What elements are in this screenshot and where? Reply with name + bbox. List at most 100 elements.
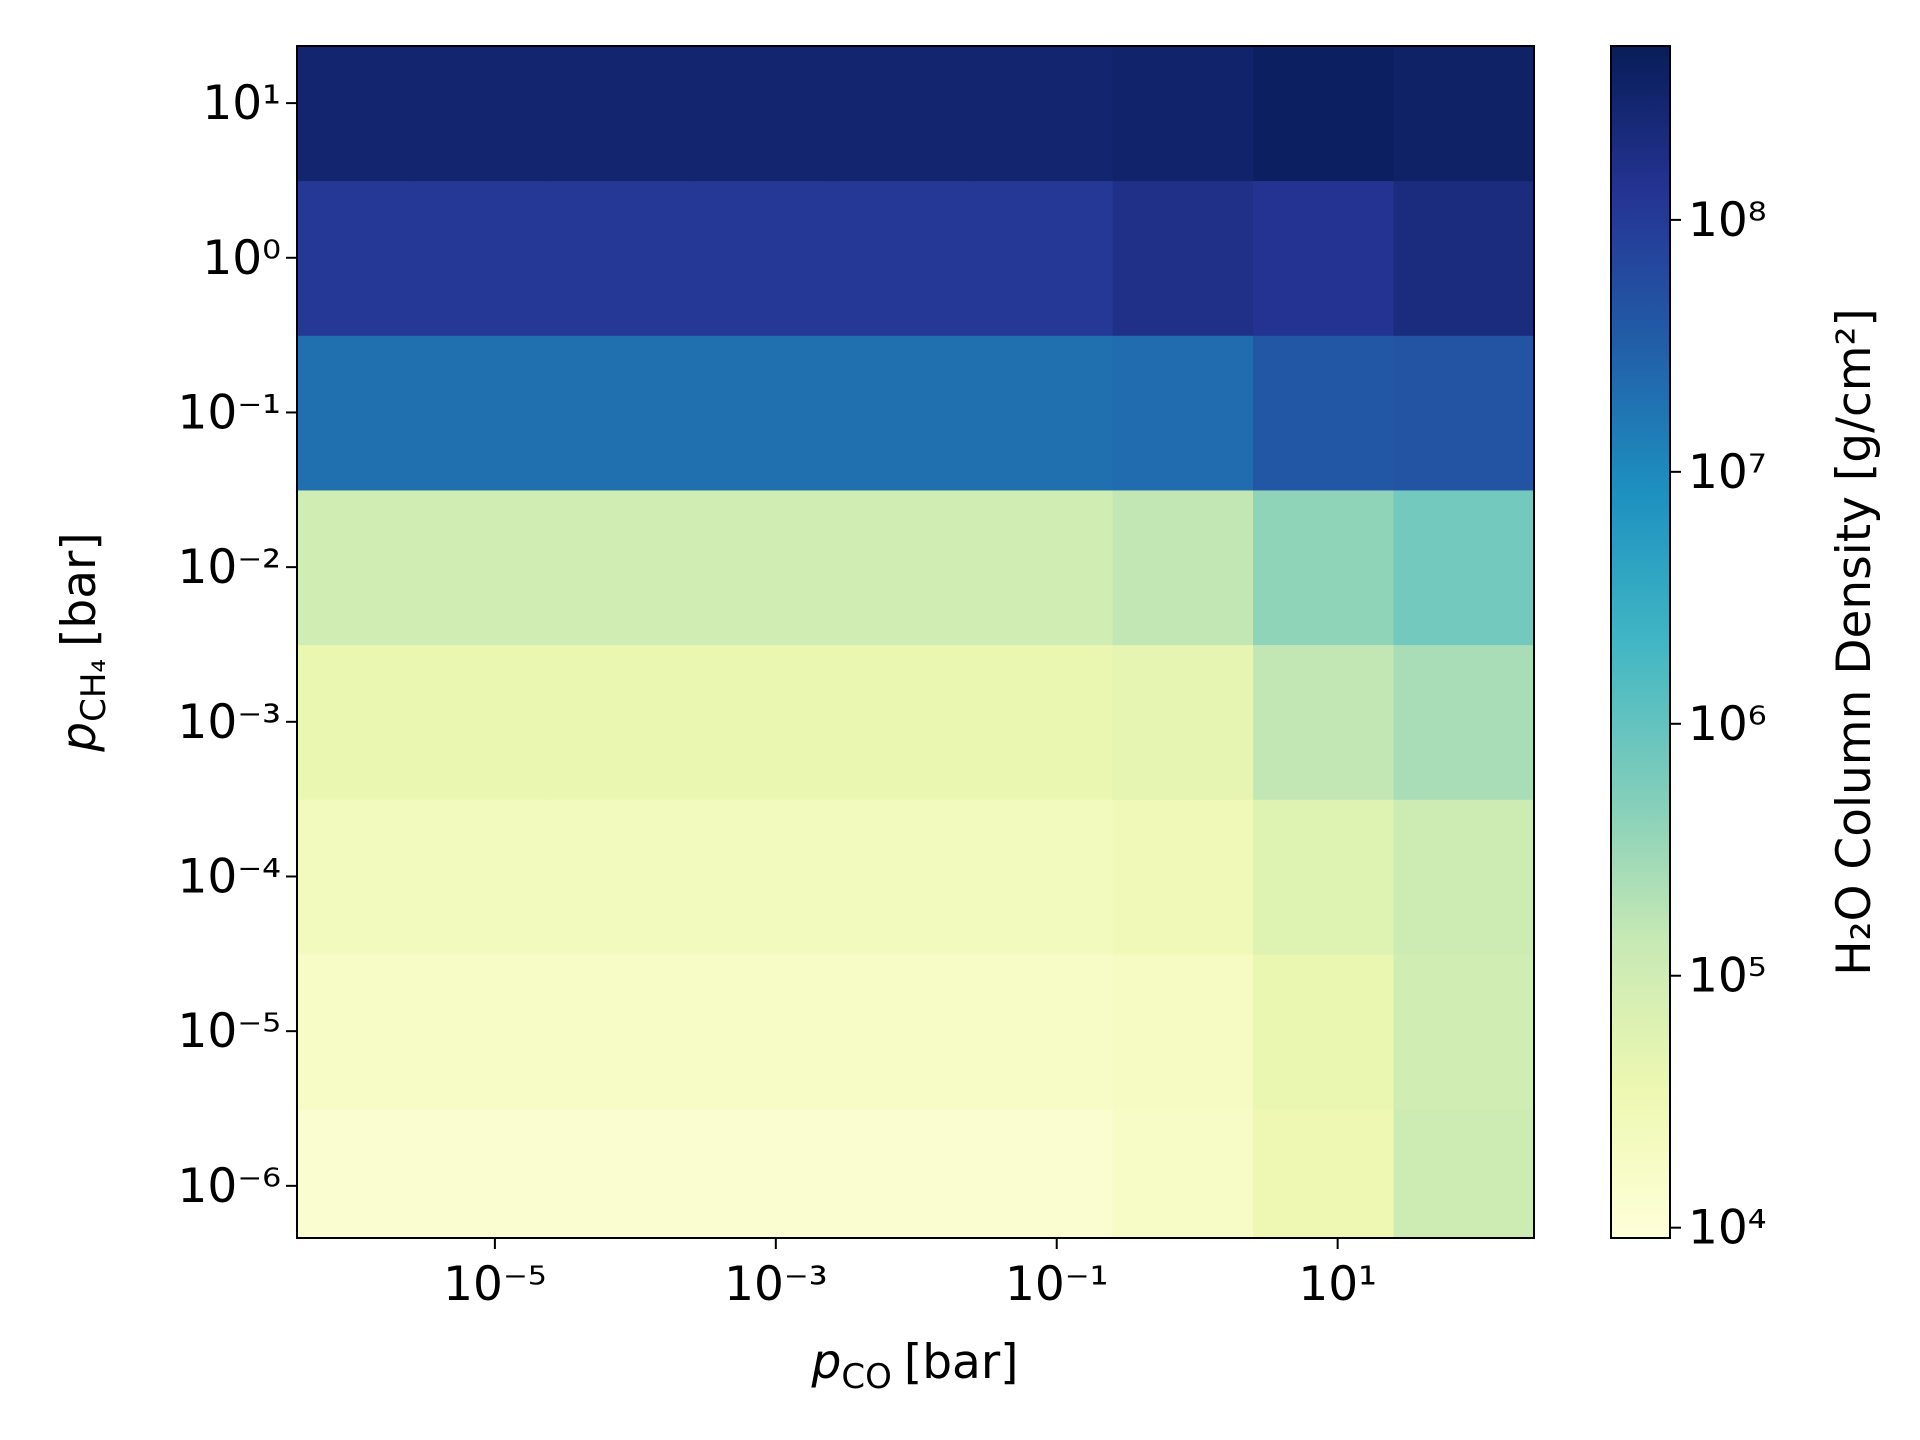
y-label-unit: [bar] (52, 532, 107, 647)
x-axis-label: pCO [bar] (811, 1335, 1019, 1397)
heatmap-cell (831, 644, 973, 800)
colorbar-tick-label: 10⁴ (1688, 1201, 1767, 1256)
colorbar-label: H₂O Column Density [g/cm²] (1827, 308, 1882, 975)
heatmap-cell (972, 335, 1114, 491)
heatmap-cell (1112, 46, 1254, 182)
heatmap-cell (297, 335, 411, 491)
y-tick-label: 10¹ (202, 76, 281, 131)
heatmap-cell (831, 489, 973, 646)
heatmap-cell (410, 46, 552, 182)
heatmap-cell (410, 335, 552, 491)
heatmap-cell (297, 489, 411, 646)
heatmap-cell (410, 489, 552, 646)
heatmap-cell (972, 799, 1114, 955)
y-label-symbol: p (52, 722, 107, 753)
heatmap-cell (691, 46, 833, 182)
heatmap-cell (691, 180, 833, 336)
x-label-unit: [bar] (904, 1335, 1019, 1390)
heatmap-cell (831, 799, 973, 955)
heatmap-cell (1253, 46, 1395, 182)
x-tick-label: 10⁻⁵ (443, 1257, 546, 1312)
heatmap-cell (1112, 335, 1254, 491)
heatmap-cell (831, 180, 973, 336)
heatmap-cell (1253, 489, 1395, 646)
colorbar-tick-label: 10⁷ (1688, 445, 1767, 500)
heatmap-cell (1253, 1108, 1395, 1238)
y-label-subscript: CH₄ (74, 659, 114, 722)
heatmap-cell (972, 1108, 1114, 1238)
heatmap-cell (1253, 335, 1395, 491)
heatmap-cell (972, 489, 1114, 646)
heatmap-cell (691, 489, 833, 646)
y-tick-label: 10⁻⁵ (178, 1004, 281, 1059)
heatmap-cell (972, 180, 1114, 336)
heatmap-cell (1393, 953, 1534, 1110)
heatmap-cell (550, 644, 692, 800)
heatmap-cell (297, 799, 411, 955)
heatmap-cell (1112, 799, 1254, 955)
heatmap-cell (550, 1108, 692, 1238)
heatmap-cell (410, 953, 552, 1110)
y-tick-label: 10⁻¹ (178, 385, 281, 440)
heatmap-cell (1393, 335, 1534, 491)
heatmap-cells (297, 46, 1534, 1238)
plot-frame (296, 45, 1535, 1239)
colorbar-tick-label: 10⁸ (1688, 193, 1767, 248)
y-tick-label: 10⁻² (178, 540, 281, 595)
heatmap-cell (691, 799, 833, 955)
y-tick-label: 10⁻³ (178, 695, 281, 750)
heatmap-cell (1112, 953, 1254, 1110)
heatmap-cell (972, 46, 1114, 182)
heatmap-cell (550, 489, 692, 646)
heatmap-cell (691, 644, 833, 800)
x-tick-label: 10⁻³ (724, 1257, 827, 1312)
heatmap-cell (691, 335, 833, 491)
heatmap-cell (1393, 1108, 1534, 1238)
y-tick-label: 10⁻⁶ (178, 1159, 281, 1214)
heatmap-cell (972, 644, 1114, 800)
heatmap-cell (410, 1108, 552, 1238)
heatmap-cell (691, 953, 833, 1110)
heatmap-cell (550, 953, 692, 1110)
heatmap-cell (550, 46, 692, 182)
heatmap-cell (1393, 180, 1534, 336)
heatmap-cell (1393, 46, 1534, 182)
heatmap-cell (550, 335, 692, 491)
heatmap-cell (831, 1108, 973, 1238)
heatmap-cell (550, 799, 692, 955)
y-axis-label: pCH₄ [bar] (52, 532, 114, 752)
heatmap-cell (297, 1108, 411, 1238)
heatmap-cell (1112, 180, 1254, 336)
heatmap-cell (297, 180, 411, 336)
heatmap-cell (297, 953, 411, 1110)
x-tick-label: 10¹ (1298, 1257, 1377, 1312)
heatmap-cell (1253, 953, 1395, 1110)
heatmap-cell (1253, 180, 1395, 336)
heatmap-cell (550, 180, 692, 336)
heatmap-cell (831, 953, 973, 1110)
heatmap-cell (972, 953, 1114, 1110)
x-label-symbol: p (811, 1335, 842, 1390)
colorbar-tick-label: 10⁶ (1688, 697, 1767, 752)
heatmap-cell (831, 335, 973, 491)
colorbar-tick-label: 10⁵ (1688, 949, 1767, 1004)
y-tick-label: 10⁻⁴ (178, 849, 281, 904)
heatmap-cell (1112, 489, 1254, 646)
heatmap-cell (1253, 799, 1395, 955)
colorbar (1610, 45, 1671, 1239)
heatmap-cell (691, 1108, 833, 1238)
heatmap-cell (831, 46, 973, 182)
heatmap-cell (1393, 644, 1534, 800)
heatmap-cell (1393, 799, 1534, 955)
heatmap-cell (297, 644, 411, 800)
heatmap-cell (1112, 1108, 1254, 1238)
x-tick-label: 10⁻¹ (1005, 1257, 1108, 1312)
heatmap-cell (1393, 489, 1534, 646)
heatmap-cell (410, 799, 552, 955)
heatmap-cell (410, 644, 552, 800)
heatmap-cell (1253, 644, 1395, 800)
x-label-subscript: CO (841, 1357, 892, 1397)
heatmap-cell (297, 46, 411, 182)
